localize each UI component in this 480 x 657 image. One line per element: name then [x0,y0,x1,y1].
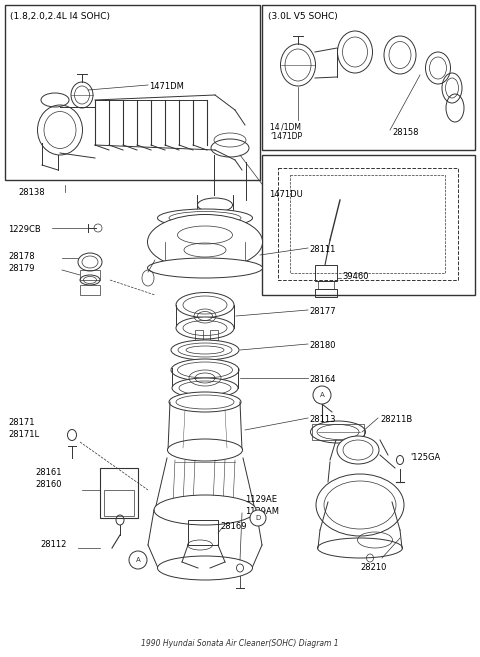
Text: (3.0L V5 SOHC): (3.0L V5 SOHC) [268,12,338,21]
Text: 28171: 28171 [8,418,35,427]
Ellipse shape [176,292,234,317]
Bar [315,265,337,281]
Text: 14 /1DM: 14 /1DM [270,122,301,131]
Ellipse shape [169,392,241,412]
Ellipse shape [313,386,331,404]
Bar [312,424,364,440]
Text: 28171L: 28171L [8,430,39,439]
Bar [318,281,334,289]
Ellipse shape [197,198,232,212]
Text: 28211B: 28211B [380,415,412,424]
Ellipse shape [147,214,263,269]
Text: '125GA: '125GA [410,453,440,462]
Text: 28113: 28113 [309,415,336,424]
Text: 28161: 28161 [35,468,61,477]
Text: 28158: 28158 [392,128,419,137]
Text: D: D [255,515,261,521]
Ellipse shape [157,556,252,580]
Bar [210,330,218,340]
Bar [290,175,445,273]
Bar [80,270,100,280]
Bar [262,5,475,150]
Ellipse shape [337,436,379,464]
Bar [100,468,138,518]
Text: 1129AE: 1129AE [245,495,277,504]
Ellipse shape [154,495,256,525]
Bar [278,168,458,280]
Bar [104,490,134,516]
Ellipse shape [157,209,252,227]
Ellipse shape [250,510,266,526]
Text: 28210: 28210 [360,563,386,572]
Ellipse shape [316,474,404,536]
Bar [195,330,203,340]
Text: 28112: 28112 [40,540,66,549]
Text: 1229CB: 1229CB [8,225,41,234]
Text: 28179: 28179 [8,264,35,273]
Ellipse shape [168,439,242,461]
Text: 28178: 28178 [8,252,35,261]
Text: 1990 Hyundai Sonata Air Cleaner(SOHC) Diagram 1: 1990 Hyundai Sonata Air Cleaner(SOHC) Di… [141,639,339,648]
Bar [262,155,475,295]
Ellipse shape [311,421,365,443]
Ellipse shape [172,378,238,398]
Bar [5,5,260,180]
Text: 39460: 39460 [342,272,369,281]
Text: A: A [136,557,140,563]
Ellipse shape [78,253,102,271]
Ellipse shape [171,359,239,381]
Text: 1471DM: 1471DM [149,82,184,91]
Text: 28160: 28160 [35,480,61,489]
Ellipse shape [129,551,147,569]
Text: A: A [320,392,324,398]
Text: 28111: 28111 [309,245,336,254]
Bar [315,289,337,297]
Ellipse shape [176,317,234,339]
Text: 1471DU: 1471DU [269,190,303,199]
Ellipse shape [147,258,263,278]
Text: 28180: 28180 [309,341,336,350]
Text: 28177: 28177 [309,307,336,316]
Bar [80,285,100,295]
Text: (1.8,2.0,2.4L I4 SOHC): (1.8,2.0,2.4L I4 SOHC) [10,12,110,21]
Ellipse shape [37,105,83,155]
Text: 28169: 28169 [220,522,247,531]
Text: ‘1471DP: ‘1471DP [270,132,302,141]
Text: 1129AM: 1129AM [245,507,279,516]
Text: 28138: 28138 [18,188,45,197]
Ellipse shape [171,340,239,360]
Text: 28164: 28164 [309,375,336,384]
Bar [188,520,218,545]
